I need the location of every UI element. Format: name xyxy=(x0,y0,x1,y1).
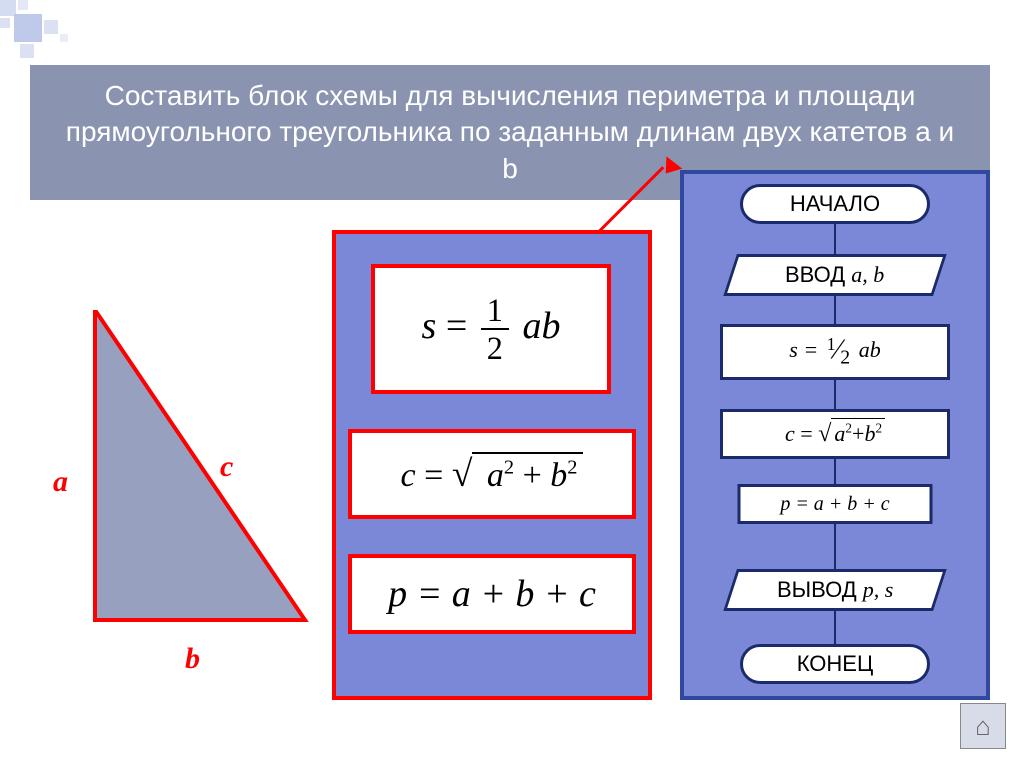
formulas-panel: s = 12 ab c = √ a2 + b2 p = a + b + c xyxy=(332,230,652,700)
triangle-svg xyxy=(75,310,310,640)
flow-end: КОНЕЦ xyxy=(740,644,930,684)
corner-decoration xyxy=(0,0,80,60)
triangle-diagram: a b c xyxy=(75,310,310,660)
flow-input: ВВОД a, b xyxy=(723,254,947,296)
triangle-label-b: b xyxy=(185,642,200,676)
formula-area: s = 12 ab xyxy=(371,264,611,394)
flow-step-hypotenuse: c = √a2+b2 xyxy=(720,409,950,459)
triangle-label-c: c xyxy=(220,450,233,484)
formula-hypotenuse: c = √ a2 + b2 xyxy=(348,429,636,519)
flow-start: НАЧАЛО xyxy=(740,184,930,224)
triangle-label-a: a xyxy=(53,465,68,499)
flow-step-area: s = 1⁄2 ab xyxy=(720,324,950,380)
home-icon[interactable]: ⌂ xyxy=(960,703,1006,749)
formula-perimeter: p = a + b + c xyxy=(348,554,636,634)
flow-step-perimeter: p = a + b + c xyxy=(738,484,933,524)
flowchart-panel: НАЧАЛО ВВОД a, b s = 1⁄2 ab c = √a2+b2 p… xyxy=(680,170,990,700)
flow-output: ВЫВОД p, s xyxy=(723,569,947,611)
